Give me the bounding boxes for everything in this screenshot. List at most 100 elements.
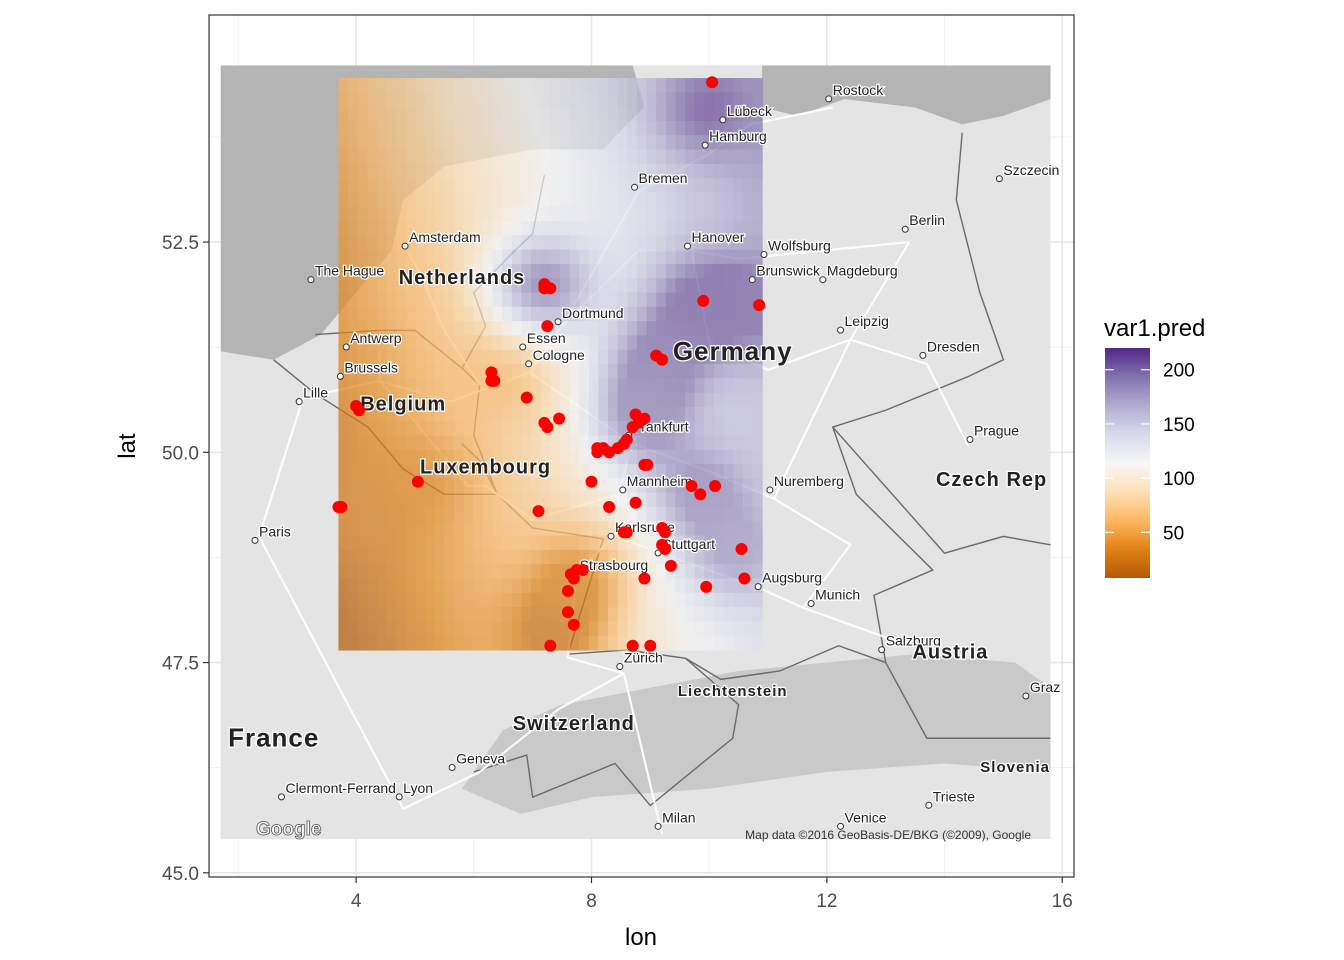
raster-cell (665, 149, 677, 165)
raster-cell (540, 349, 551, 365)
raster-cell (656, 278, 667, 294)
raster-cell (463, 521, 474, 537)
raster-cell (742, 621, 754, 637)
raster-cell (473, 106, 484, 122)
raster-cell (723, 364, 734, 379)
raster-cell (675, 163, 686, 179)
raster-cell (415, 421, 426, 437)
raster-cell (540, 564, 551, 580)
raster-cell (511, 492, 523, 508)
raster-cell (569, 378, 580, 394)
station-point (411, 475, 424, 488)
raster-cell (559, 178, 571, 194)
raster-cell (338, 192, 349, 208)
raster-cell (559, 521, 571, 537)
raster-cell (540, 249, 551, 265)
raster-cell (550, 578, 561, 594)
raster-cell (579, 321, 590, 337)
raster-cell (742, 263, 754, 279)
raster-cell (376, 578, 388, 594)
raster-cell (550, 549, 561, 565)
raster-cell (675, 92, 686, 108)
raster-cell (617, 106, 628, 122)
raster-cell (367, 635, 378, 651)
raster-cell (463, 449, 474, 465)
raster-cell (685, 607, 696, 622)
raster-cell (348, 92, 359, 108)
raster-cell (425, 221, 436, 236)
raster-cell (425, 192, 436, 208)
raster-cell (608, 406, 619, 422)
raster-cell (752, 535, 763, 551)
raster-cell (742, 421, 754, 437)
raster-cell (386, 349, 397, 365)
raster-cell (598, 178, 609, 194)
raster-cell (742, 578, 754, 594)
raster-cell (588, 435, 600, 451)
raster-cell (656, 306, 667, 322)
raster-cell (704, 263, 715, 279)
raster-cell (338, 149, 349, 165)
city-marker (616, 663, 624, 671)
raster-cell (434, 406, 445, 422)
raster-cell (713, 163, 725, 179)
raster-cell (752, 163, 763, 179)
raster-cell (636, 221, 648, 236)
station-point (335, 500, 348, 513)
y-tick-label: 50.0 (162, 443, 199, 464)
raster-cell (569, 292, 580, 308)
raster-cell (425, 621, 436, 637)
raster-cell (559, 421, 571, 437)
raster-cell (482, 464, 494, 479)
raster-cell (482, 163, 494, 179)
raster-cell (348, 321, 359, 337)
raster-cell (492, 607, 503, 622)
raster-cell (425, 635, 436, 651)
raster-cell (386, 406, 397, 422)
city-label: The Hague (315, 263, 384, 279)
raster-cell (531, 92, 542, 108)
raster-cell (338, 364, 349, 379)
country-label: Switzerland (513, 713, 635, 735)
raster-cell (492, 592, 503, 608)
country-label: Germany (673, 336, 793, 366)
raster-cell (473, 607, 484, 622)
raster-cell (742, 592, 754, 608)
raster-cell (694, 621, 705, 637)
raster-cell (348, 163, 359, 179)
raster-cell (492, 249, 503, 265)
station-point (567, 618, 580, 631)
raster-cell (434, 492, 445, 508)
raster-cell (434, 535, 445, 551)
raster-cell (376, 135, 388, 151)
raster-cell (405, 178, 417, 194)
raster-cell (454, 492, 465, 508)
raster-cell (733, 235, 744, 251)
raster-cell (444, 163, 455, 179)
raster-cell (627, 464, 638, 479)
city-marker (342, 343, 350, 351)
raster-cell (723, 421, 734, 437)
raster-cell (511, 564, 523, 580)
raster-cell (598, 335, 609, 351)
raster-cell (348, 335, 359, 351)
raster-cell (367, 349, 378, 365)
raster-cell (579, 621, 590, 637)
raster-cell (405, 435, 417, 451)
raster-cell (550, 378, 561, 394)
raster-cell (627, 335, 638, 351)
raster-cell (742, 106, 754, 122)
raster-cell (492, 435, 503, 451)
country-border (832, 426, 1051, 555)
raster-cell (531, 392, 542, 408)
raster-cell (425, 406, 436, 422)
raster-cell (540, 578, 551, 594)
raster-cell (617, 421, 628, 437)
raster-cell (386, 106, 397, 122)
raster-cell (386, 535, 397, 551)
raster-cell (531, 135, 542, 151)
raster-cell (694, 378, 705, 394)
raster-cell (338, 235, 349, 251)
raster-cell (579, 106, 590, 122)
raster-cell (694, 464, 705, 479)
